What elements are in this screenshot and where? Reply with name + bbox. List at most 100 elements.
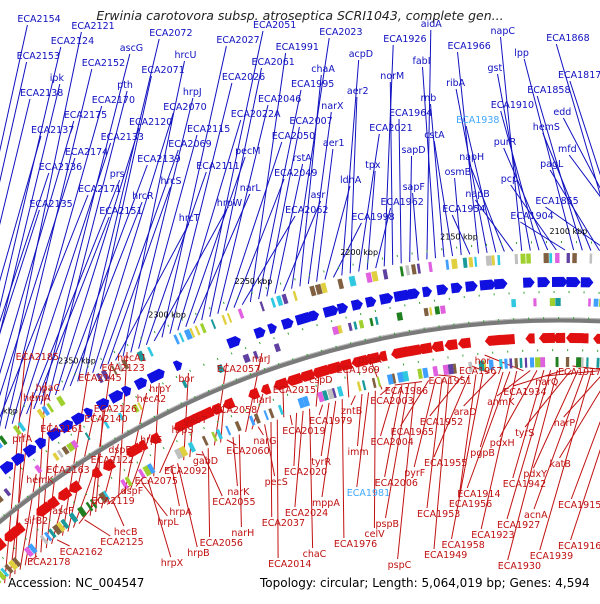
gene-label: aer2: [347, 86, 369, 97]
gene-leader-line: [410, 156, 412, 262]
map-title: Erwinia carotovora subsp. atroseptica SC…: [0, 8, 600, 23]
gene-label: tyrS: [515, 428, 534, 439]
feature-block: [550, 298, 555, 306]
forward-gene-arrow: [147, 367, 167, 384]
gene-label: ECA1914: [457, 489, 500, 500]
gene-label: ECA2061: [252, 57, 295, 68]
feature-block: [349, 276, 357, 287]
gene-label: ldhA: [340, 175, 362, 186]
gene-label: pecS: [265, 477, 288, 488]
feature-block: [555, 253, 559, 263]
gene-label: ECA1967: [459, 366, 502, 377]
gene-label: hemA: [23, 393, 51, 404]
forward-gene-arrow: [480, 279, 497, 290]
feature-block: [549, 253, 552, 263]
feature-block: [428, 262, 433, 272]
feature-block: [371, 271, 378, 282]
feature-block: [293, 291, 298, 301]
gene-label: ECA2070: [163, 102, 206, 113]
gene-label: ECA2021: [369, 123, 412, 134]
gene-label: ascF: [52, 506, 73, 517]
gene-label: ECA1969: [337, 365, 380, 376]
gene-label: ECA2069: [168, 139, 211, 150]
gene-leader-line: [455, 178, 462, 255]
feature-block: [567, 253, 570, 263]
feature-block: [225, 425, 231, 435]
feature-block: [377, 377, 381, 387]
feature-block: [445, 260, 449, 270]
gene-label: ECA1998: [351, 212, 394, 223]
gene-label: hrcR: [132, 191, 154, 202]
gene-label: ECA1955: [424, 458, 467, 469]
gene-label: ECA2138: [20, 88, 63, 99]
feature-block: [504, 359, 508, 369]
gene-label: norM: [380, 71, 404, 82]
topology-text: Topology: circular; Length: 5,064,019 bp…: [260, 576, 590, 590]
gene-label: ECA2062: [285, 205, 328, 216]
forward-gene-arrow: [436, 284, 449, 295]
gene-label: ECA2022A: [231, 109, 281, 120]
feature-block: [309, 286, 316, 297]
feature-block: [0, 494, 4, 503]
gene-label: celV: [364, 529, 385, 540]
gene-label: pagL: [540, 159, 564, 170]
feature-block: [188, 442, 196, 453]
feature-block: [589, 254, 592, 264]
forward-gene-arrow: [552, 277, 568, 287]
feature-block: [405, 265, 410, 275]
feature-block: [362, 380, 367, 390]
gene-label: ECA1916: [558, 541, 600, 552]
feature-block: [276, 295, 283, 306]
gene-label: ECA2019: [282, 426, 325, 437]
gene-label: pspB: [376, 519, 400, 530]
gene-label: ECA2120: [129, 117, 172, 128]
forward-gene-arrow: [35, 435, 49, 449]
gene-label: ECA1964: [389, 108, 432, 119]
gene-label: ECA2071: [141, 65, 184, 76]
gene-leader-line: [196, 454, 203, 455]
gene-label: ipk: [50, 73, 65, 84]
gene-label: ECA2161: [40, 424, 83, 435]
gene-label: hemK: [26, 475, 54, 486]
gene-label: ECA2055: [212, 497, 255, 508]
feature-block: [474, 257, 477, 267]
gene-label: narL: [240, 183, 262, 194]
gene-label: ECA2046: [258, 94, 301, 105]
gene-label: ECA2122: [91, 455, 134, 466]
gene-label: ECA1986: [385, 386, 428, 397]
gene-label: ECA2162: [60, 547, 103, 558]
feature-block: [530, 357, 534, 367]
gene-leader-line: [374, 391, 375, 528]
gene-label: ECA2115: [187, 124, 230, 135]
feature-block: [586, 357, 589, 367]
gene-label: sapF: [403, 182, 425, 193]
gene-label: rnb: [421, 93, 437, 104]
gene-label: ECA2139: [137, 154, 180, 165]
gene-label: pdxH: [490, 438, 515, 449]
feature-block: [270, 298, 276, 308]
forward-gene-arrow: [226, 334, 242, 348]
gene-label: bor: [178, 374, 194, 385]
gene-label: ECA1858: [527, 85, 570, 96]
feature-block: [451, 259, 458, 270]
forward-gene-arrow: [451, 282, 463, 293]
forward-gene-arrow: [537, 277, 550, 287]
gene-label: napH: [459, 152, 484, 163]
feature-block: [526, 253, 531, 263]
gene-label: ECA2178: [27, 557, 70, 568]
kbp-tick-label: 2100 kbp: [550, 227, 588, 236]
gene-leader-line: [358, 394, 363, 446]
gene-label: ECA2137: [31, 125, 74, 136]
gene-label: araD: [454, 407, 477, 418]
gene-label: ECA2123: [102, 363, 145, 374]
gene-label: ECA2058: [214, 405, 257, 416]
gene-label: cspD: [309, 375, 333, 386]
gene-label: ECA1966: [448, 41, 491, 52]
gene-label: ECA1956: [449, 499, 492, 510]
gene-label: ECA1951: [429, 376, 472, 387]
gene-label: ECA2050: [272, 131, 315, 142]
gene-label: ECA1995: [291, 79, 334, 90]
gene-label: ECA1904: [510, 211, 553, 222]
gene-label: ECA2152: [82, 58, 125, 69]
